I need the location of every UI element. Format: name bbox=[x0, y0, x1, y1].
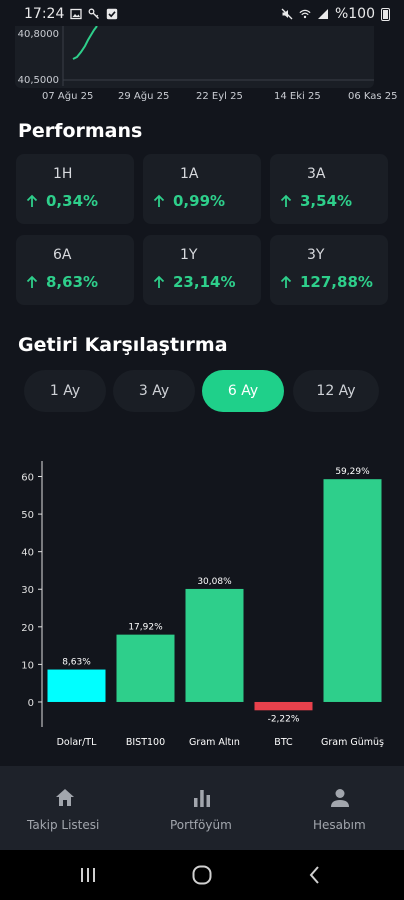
perf-card-1a: 1A 0,99% bbox=[143, 154, 261, 224]
perf-period: 6A bbox=[53, 247, 72, 263]
perf-value: 3,54% bbox=[280, 192, 352, 210]
nav-portfoyum[interactable]: Portföyüm bbox=[140, 766, 264, 850]
x-label: 07 Ağu 25 bbox=[42, 91, 94, 102]
bar-data-label: 30,08% bbox=[197, 577, 232, 587]
wifi-icon bbox=[299, 9, 311, 19]
perf-value-text: 3,54% bbox=[300, 192, 353, 210]
y-label-top: 40,8000 bbox=[18, 29, 59, 40]
nav-label: Portföyüm bbox=[170, 818, 232, 832]
arrow-up-icon bbox=[26, 275, 38, 288]
back-icon[interactable] bbox=[303, 863, 327, 887]
perf-value: 0,99% bbox=[153, 192, 225, 210]
price-chart-x-axis: 07 Ağu 25 29 Ağu 25 22 Eyl 25 14 Eki 25 … bbox=[0, 91, 404, 105]
price-chart-panel[interactable]: 40,8000 40,5000 bbox=[15, 26, 374, 88]
category-label: Gram Gümüş bbox=[321, 737, 384, 748]
perf-card-3a: 3A 3,54% bbox=[270, 154, 388, 224]
arrow-up-icon bbox=[280, 275, 292, 288]
y-tick-label: 50 bbox=[21, 510, 34, 521]
y-tick-label: 40 bbox=[21, 548, 34, 559]
bar bbox=[47, 669, 106, 702]
perf-value-text: 0,34% bbox=[46, 192, 99, 210]
perf-period: 1A bbox=[180, 166, 199, 182]
y-tick-label: 20 bbox=[21, 623, 34, 634]
comparison-title: Getiri Karşılaştırma bbox=[18, 334, 228, 356]
price-chart: 40,8000 40,5000 bbox=[18, 26, 374, 86]
category-label: Gram Altın bbox=[189, 737, 240, 748]
x-label: 22 Eyl 25 bbox=[196, 91, 243, 102]
perf-card-3y: 3Y 127,88% bbox=[270, 235, 388, 305]
y-tick-label: 60 bbox=[21, 473, 34, 484]
arrow-up-icon bbox=[26, 194, 38, 207]
x-label: 14 Eki 25 bbox=[274, 91, 321, 102]
recents-icon[interactable] bbox=[76, 863, 100, 887]
checkbox-icon bbox=[107, 8, 118, 20]
segment-12-ay[interactable]: 12 Ay bbox=[293, 370, 379, 412]
bar-data-label: 59,29% bbox=[335, 467, 370, 477]
perf-period: 3A bbox=[307, 166, 326, 182]
battery-percent: %100 bbox=[334, 6, 375, 22]
status-bar: 17:24 %100 bbox=[0, 0, 404, 28]
y-tick-label: 0 bbox=[28, 698, 34, 709]
perf-value: 0,34% bbox=[26, 192, 98, 210]
segment-3-ay[interactable]: 3 Ay bbox=[113, 370, 195, 412]
mute-icon bbox=[281, 8, 293, 20]
battery-icon bbox=[381, 7, 390, 21]
bar-data-label: 8,63% bbox=[62, 658, 91, 668]
key-icon bbox=[88, 8, 100, 19]
bar-data-label: -2,22% bbox=[268, 714, 300, 724]
arrow-up-icon bbox=[153, 194, 165, 207]
category-label: BIST100 bbox=[126, 737, 165, 748]
bar bbox=[254, 701, 313, 711]
nav-takip-listesi[interactable]: Takip Listesi bbox=[0, 766, 130, 850]
category-label: BTC bbox=[274, 737, 293, 748]
y-tick-label: 10 bbox=[21, 660, 34, 671]
home-circle-icon[interactable] bbox=[190, 863, 214, 887]
status-left: 17:24 bbox=[24, 6, 118, 22]
bar-data-label: 17,92% bbox=[128, 623, 163, 633]
bar bbox=[323, 479, 382, 702]
x-label: 29 Ağu 25 bbox=[118, 91, 170, 102]
arrow-up-icon bbox=[280, 194, 292, 207]
perf-card-1h: 1H 0,34% bbox=[16, 154, 134, 224]
bottom-nav: Takip Listesi Portföyüm Hesabım bbox=[0, 766, 404, 850]
bar bbox=[185, 588, 244, 702]
bar-chart-icon bbox=[194, 790, 210, 807]
perf-value-text: 0,99% bbox=[173, 192, 226, 210]
nav-hesabim[interactable]: Hesabım bbox=[274, 766, 404, 850]
performance-title: Performans bbox=[18, 120, 143, 142]
perf-card-6a: 6A 8,63% bbox=[16, 235, 134, 305]
image-icon bbox=[70, 8, 83, 20]
person-icon bbox=[331, 789, 349, 807]
y-tick-label: 30 bbox=[21, 585, 34, 596]
segment-1-ay[interactable]: 1 Ay bbox=[24, 370, 106, 412]
perf-period: 1H bbox=[53, 166, 73, 182]
perf-period: 1Y bbox=[180, 247, 198, 263]
price-line bbox=[72, 26, 98, 60]
perf-value: 127,88% bbox=[280, 273, 373, 291]
nav-label: Takip Listesi bbox=[27, 818, 100, 832]
perf-value: 8,63% bbox=[26, 273, 98, 291]
status-right: %100 bbox=[281, 6, 390, 22]
perf-value-text: 127,88% bbox=[300, 273, 373, 291]
system-nav bbox=[0, 850, 404, 900]
perf-value-text: 8,63% bbox=[46, 273, 99, 291]
home-icon bbox=[56, 789, 74, 806]
comparison-bar-chart: 0 10 20 30 40 50 60 8,63% Dolar/TL 17,92% BIST100 3… bbox=[15, 447, 389, 767]
bar bbox=[116, 634, 175, 702]
perf-value: 23,14% bbox=[153, 273, 235, 291]
segment-6-ay[interactable]: 6 Ay bbox=[202, 370, 284, 412]
category-label: Dolar/TL bbox=[57, 737, 97, 748]
signal-icon bbox=[317, 9, 328, 19]
y-label-bottom: 40,5000 bbox=[18, 75, 59, 86]
perf-value-text: 23,14% bbox=[173, 273, 236, 291]
arrow-up-icon bbox=[153, 275, 165, 288]
perf-card-1y: 1Y 23,14% bbox=[143, 235, 261, 305]
perf-period: 3Y bbox=[307, 247, 325, 263]
nav-label: Hesabım bbox=[313, 818, 366, 832]
status-time: 17:24 bbox=[24, 6, 65, 22]
x-label: 06 Kas 25 bbox=[348, 91, 398, 102]
